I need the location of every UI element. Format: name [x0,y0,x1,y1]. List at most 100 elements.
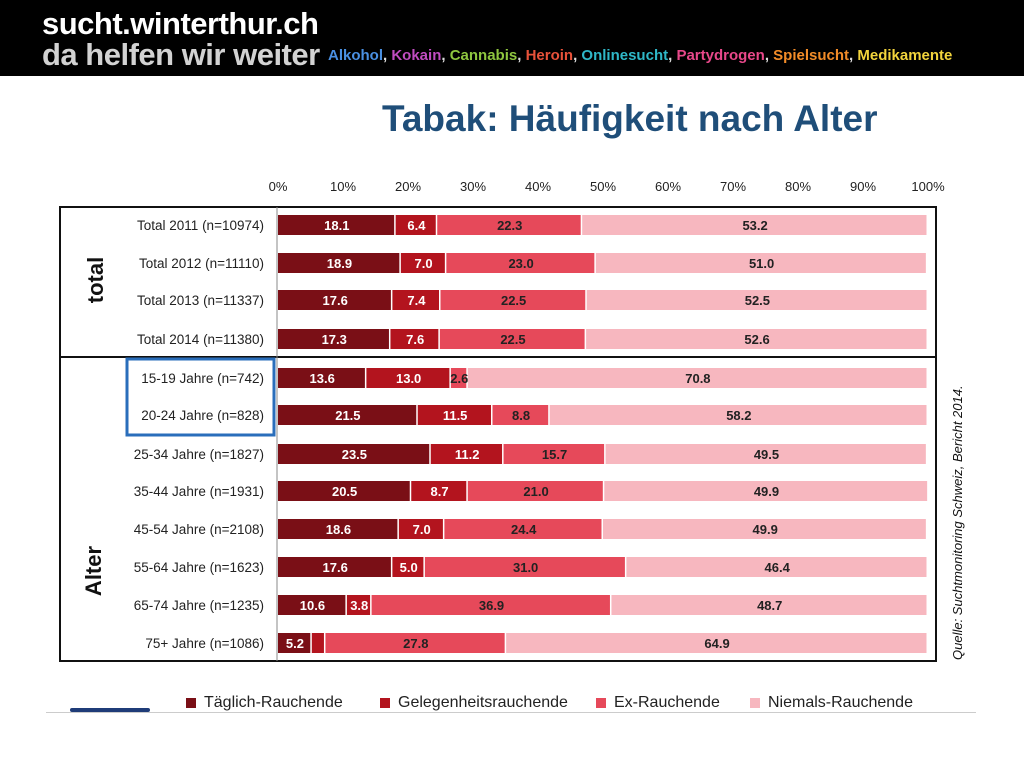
bar-segment [278,405,417,425]
source-note: Quelle: Suchtmonitoring Schweiz, Bericht… [950,385,965,660]
data-label: 15.7 [542,447,567,462]
data-label: 31.0 [513,560,538,575]
category-label: 65-74 Jahre (n=1235) [134,598,264,613]
bar-segment [278,557,391,577]
x-tick-label: 10% [330,179,356,194]
x-tick-label: 70% [720,179,746,194]
data-label: 10.6 [300,598,325,613]
data-label: 46.4 [765,560,791,575]
bar-segment [444,519,602,539]
topic-link[interactable]: Onlinesucht [581,47,669,64]
brand-url[interactable]: sucht.winterthur.ch [42,6,319,41]
data-label: 49.9 [754,484,779,499]
data-label: 21.5 [335,408,360,423]
topic-link[interactable]: Partydrogen [676,47,765,64]
bar-segment [605,444,926,464]
data-label: 3.8 [350,598,368,613]
footer-divider [46,712,976,713]
data-label: 51.0 [749,256,774,271]
data-label: 11.2 [455,447,480,462]
legend-label: Gelegenheitsrauchende [398,694,568,711]
bar-segment [392,290,439,310]
legend-label: Ex-Rauchende [614,694,720,711]
category-label: 55-64 Jahre (n=1623) [134,560,264,575]
data-label: 18.1 [324,218,349,233]
data-label: 49.9 [753,522,778,537]
data-label: 13.6 [310,371,335,386]
bar-segment [595,253,926,273]
bar-segment [411,481,467,501]
bar-segment [437,215,581,235]
x-tick-label: 50% [590,179,616,194]
bar-segment [311,633,324,653]
data-label: 48.7 [757,598,782,613]
data-label: 7.4 [407,293,426,308]
category-label: 20-24 Jahre (n=828) [141,408,264,423]
data-label: 13.0 [396,371,421,386]
topic-link[interactable]: Alkohol [328,47,383,64]
legend-label: Täglich-Rauchende [204,694,343,711]
bar-segment [424,557,625,577]
topic-separator: , [573,47,582,64]
data-label: 70.8 [685,371,710,386]
data-label: 24.4 [511,522,537,537]
x-tick-label: 90% [850,179,876,194]
data-label: 21.0 [523,484,548,499]
header-banner: sucht.winterthur.ch da helfen wir weiter… [0,0,1024,76]
x-tick-label: 40% [525,179,551,194]
data-label: 7.6 [406,332,424,347]
legend-item: Täglich-Rauchende [186,694,343,712]
footer-logo-shape [70,708,150,712]
topic-link[interactable]: Spielsucht [773,47,850,64]
x-tick-label: 20% [395,179,421,194]
bar-segment [390,329,439,349]
bar-segment [325,633,505,653]
topic-separator: , [441,47,450,64]
topic-link[interactable]: Cannabis [449,47,518,64]
topic-link[interactable]: Medikamente [857,47,953,64]
bar-segment [549,405,927,425]
group-frame-age [59,356,937,662]
x-tick-label: 80% [785,179,811,194]
topic-separator: , [764,47,774,64]
data-label: 7.0 [415,256,433,271]
bar-segment [278,215,395,235]
data-label: 18.6 [326,522,351,537]
data-label: 5.0 [400,560,418,575]
bar-segment [278,368,365,388]
bar-segment [440,290,586,310]
data-label: 7.0 [413,522,431,537]
data-label: 22.5 [501,293,526,308]
data-label: 20.5 [332,484,357,499]
bar-segment [603,519,926,539]
data-label: 17.3 [322,332,347,347]
category-label: Total 2013 (n=11337) [137,293,264,308]
category-label: 75+ Jahre (n=1086) [145,636,264,651]
legend-swatch [596,698,606,708]
legend-item: Gelegenheitsrauchende [380,694,568,712]
category-label: 15-19 Jahre (n=742) [141,371,264,386]
category-label: 25-34 Jahre (n=1827) [134,447,264,462]
bar-segment [371,595,610,615]
bar-segment [492,405,549,425]
bar-segment [278,595,346,615]
bar-segment [278,290,391,310]
bar-segment [278,519,398,539]
legend-item: Niemals-Rauchende [750,694,913,712]
highlight-box [125,357,276,437]
footer-logo [46,706,156,714]
data-label: 8.8 [512,408,530,423]
category-label: Total 2012 (n=11110) [139,256,264,271]
bar-segment [467,368,927,388]
bar-segment [278,481,410,501]
data-label: 52.5 [745,293,770,308]
topic-link[interactable]: Kokain [391,47,442,64]
topic-separator: , [849,47,858,64]
data-label: 36.9 [479,598,504,613]
topic-separator: , [383,47,392,64]
x-tick-label: 0% [269,179,288,194]
topic-separator: , [668,47,677,64]
topic-link[interactable]: Heroin [525,47,574,64]
bar-segment [467,481,603,501]
x-tick-label: 30% [460,179,486,194]
